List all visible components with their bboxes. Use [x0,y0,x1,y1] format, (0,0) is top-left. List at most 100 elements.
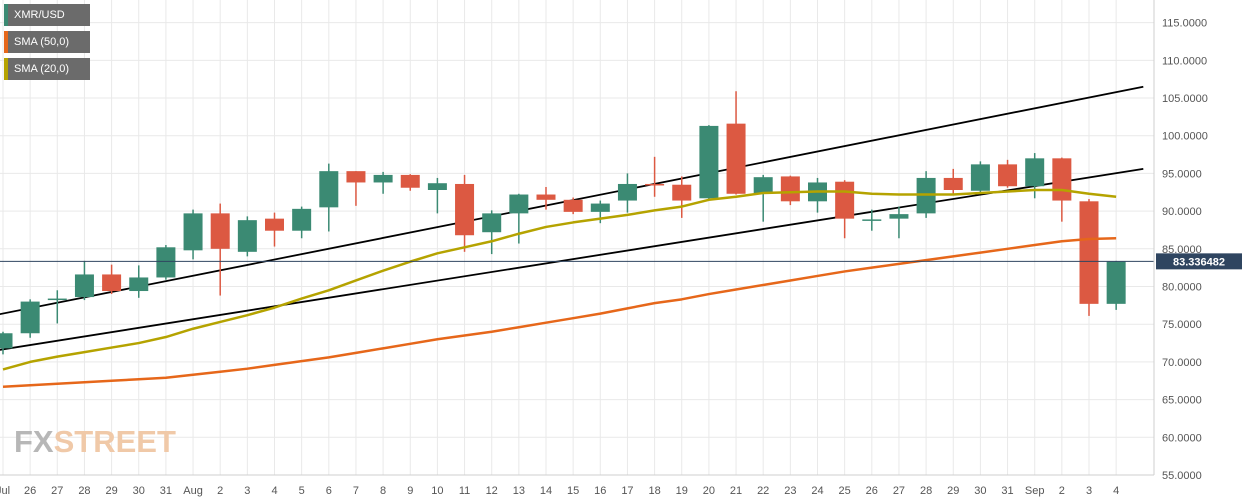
y-tick-label: 55.0000 [1162,470,1202,482]
candle [970,161,990,193]
x-tick-label: Jul [0,485,10,497]
x-tick-label: 28 [920,485,932,497]
sma-20-line [2,188,1117,371]
x-tick-label: 12 [486,485,498,497]
candle-body [970,164,990,191]
y-tick-label: 100.0000 [1162,131,1208,143]
candle [210,203,230,296]
current-price-label: 83.336482 [1173,256,1225,268]
candle [102,264,122,295]
candle-body [780,176,800,202]
candle [998,159,1018,188]
x-tick-label: 9 [407,485,413,497]
y-tick-label: 90.0000 [1162,206,1202,218]
x-tick-label: 23 [784,485,796,497]
candle [617,173,637,213]
x-tick-label: 6 [326,485,332,497]
candle-body [265,218,284,231]
x-tick-label: 5 [299,485,305,497]
x-tick-label: 4 [271,485,277,497]
candle-body [346,171,366,183]
x-tick-label: 18 [648,485,660,497]
moving-averages [2,188,1117,389]
candle-body [129,277,149,292]
x-tick-label: 3 [1086,485,1092,497]
candle [346,171,366,206]
candle-body [699,125,719,199]
candle-body [1052,158,1072,201]
sma-50-line [2,237,1117,389]
legend-item-sma-50[interactable]: SMA (50,0) [4,31,90,53]
x-tick-label: 17 [621,485,633,497]
candle [699,125,719,201]
candle [482,210,502,255]
candle [400,174,420,191]
x-tick-label: 25 [839,485,851,497]
x-tick-label: 28 [78,485,90,497]
candle [780,175,800,206]
legend-swatch [4,4,8,26]
candle [1106,260,1126,310]
candle [862,209,882,231]
x-tick-label: 20 [703,485,715,497]
x-tick-label: 11 [459,485,470,497]
candle-body [237,220,257,252]
x-tick-label: 29 [105,485,117,497]
x-tick-label: Sep [1025,485,1045,497]
candle [726,91,746,195]
x-tick-label: 26 [24,485,36,497]
candle [889,206,909,239]
candle-body [47,298,67,301]
candles [0,91,1126,355]
y-tick-label: 85.0000 [1162,244,1202,256]
candle [1079,199,1099,316]
legend-label: XMR/USD [14,9,65,21]
legend-label: SMA (20,0) [14,63,70,75]
candle [156,245,176,280]
candle [237,216,257,257]
candle [672,176,692,218]
candle [129,265,149,298]
x-tick-label: 21 [730,485,742,497]
y-tick-label: 65.0000 [1162,395,1202,407]
x-tick-label: 15 [567,485,579,497]
candle-body [455,183,475,236]
candle-body [400,174,420,188]
y-tick-label: 110.0000 [1162,55,1207,67]
grid [0,0,1154,476]
candle-body [998,164,1018,187]
candle [753,174,773,222]
candle-body [373,174,393,183]
candle [183,209,203,260]
y-tick-label: 95.0000 [1162,168,1202,180]
x-tick-label: 31 [160,485,172,497]
candle [265,212,284,247]
x-tick-label: 19 [676,485,688,497]
legend-item-xmr-usd[interactable]: XMR/USD [4,4,90,26]
candle-body [482,213,502,233]
candle [47,290,67,324]
candle-body [645,183,665,186]
candle-body [210,213,230,249]
y-tick-label: 105.0000 [1162,93,1208,105]
candle-body [862,219,882,221]
candle-body [1025,158,1045,187]
trendline-channel-lower [0,167,1144,351]
candle-body [156,247,176,278]
candle-body [102,274,122,292]
candle-body [292,208,312,231]
x-tick-label: 3 [244,485,250,497]
x-tick-label: 29 [947,485,959,497]
current-price-line: 83.336482 [0,253,1242,270]
legend-swatch [4,31,8,53]
x-tick-label: 16 [594,485,606,497]
candle-body [943,177,963,190]
x-tick-label: 30 [974,485,986,497]
x-tick-label: 26 [866,485,878,497]
legend-item-sma-20[interactable]: SMA (20,0) [4,58,90,80]
candle [319,163,339,232]
x-tick-label: 10 [431,485,443,497]
y-tick-label: 70.0000 [1162,357,1202,369]
